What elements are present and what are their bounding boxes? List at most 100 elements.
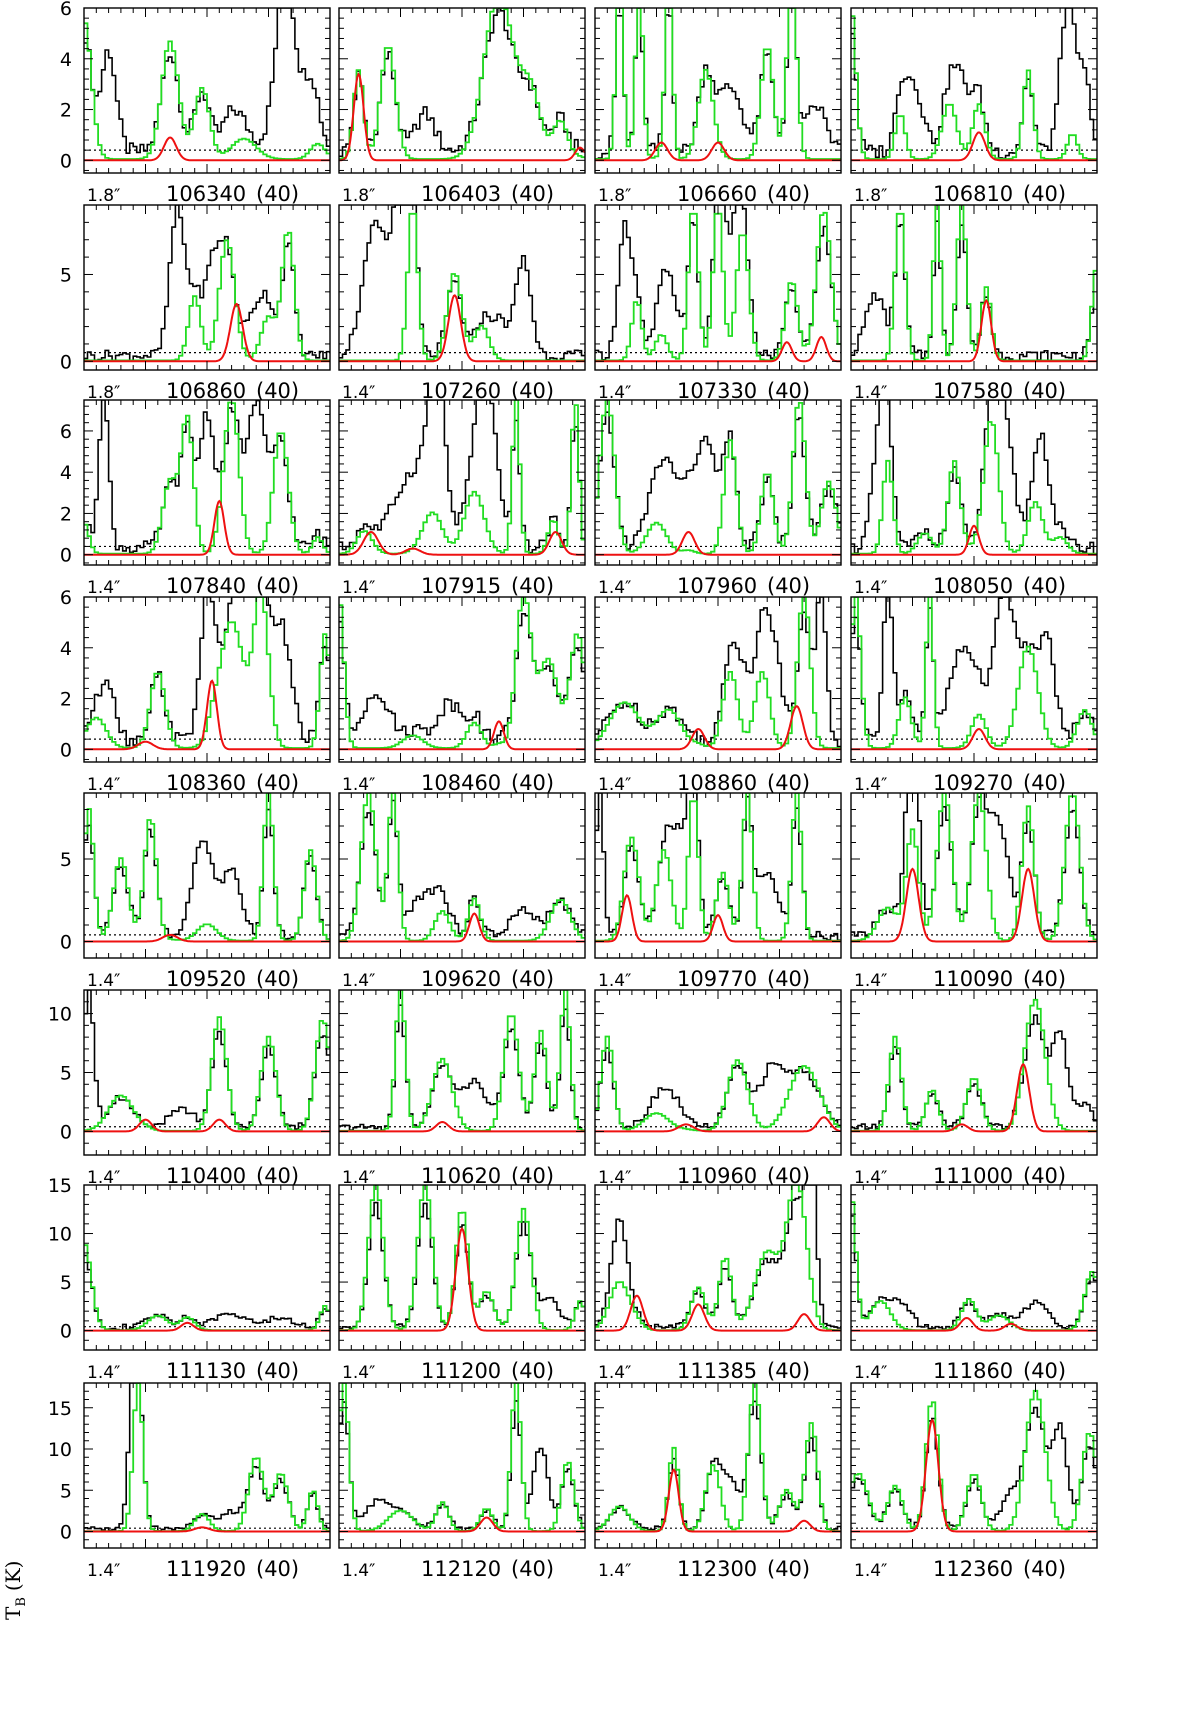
model-species-spectrum [851,524,1097,556]
panel-beam-label: 1.4″ [854,775,887,795]
panel-plot-area [595,205,841,363]
panel-width-label: (40) [767,1359,810,1383]
panel-plot-area [851,1201,1097,1332]
model-species-spectrum [851,727,1097,751]
panel-width-label: (40) [511,1359,554,1383]
panel-beam-label: 1.4″ [598,1561,631,1581]
panel-beam-label: 1.4″ [854,1561,887,1581]
panel-width-label: (40) [256,1359,299,1383]
y-tick-label: 10 [48,1224,72,1246]
model-total-spectrum [84,1016,330,1132]
panel-frequency-label: 112360 [933,1557,1013,1581]
model-species-spectrum [595,1468,841,1533]
panel-width-label: (40) [1023,967,1066,991]
panel-plot-area [595,793,841,943]
panel-width-label: (40) [256,182,299,206]
panel-frame [83,7,331,174]
model-species-spectrum [595,893,841,943]
panel-frequency-label: 110960 [677,1164,757,1188]
panel-width-label: (40) [1023,1557,1066,1581]
panel-frequency-label: 107960 [677,574,757,598]
model-species-spectrum [851,131,1097,162]
panel-frame [850,596,1098,763]
y-tick-label: 6 [60,0,72,20]
panel-plot-area [84,990,330,1133]
panel-frequency-label: 112120 [421,1557,501,1581]
y-tick-label: 0 [60,545,72,567]
panel-frame [850,1382,1098,1549]
model-species-spectrum [339,720,585,751]
observed-spectrum [84,205,330,362]
observed-spectrum [84,808,330,940]
spectrum-panel: 1.4″ 111860 (40) [850,1184,1098,1383]
spectrum-panel: 1.4″ 108360 (40) [83,596,331,795]
panel-frequency-label: 109520 [166,967,246,991]
observed-spectrum [851,220,1097,362]
model-species-spectrum [851,867,1097,943]
model-total-spectrum [84,597,330,749]
spectrum-panel: 1.8″ 106810 (40) [850,7,1098,206]
panel-width-label: (40) [511,771,554,795]
panel-beam-label: 1.4″ [598,775,631,795]
panel-frequency-label: 111130 [166,1359,246,1383]
spectrum-panel: 1.8″ 106403 (40) [338,7,586,206]
spectrum-panel: 1.4″ 107260 (40) [338,204,586,403]
spectrum-panel: 1.8″ 106660 (40) [594,7,842,206]
spectrum-panel: 1.4″ 109770 (40) [594,792,842,991]
panel-frequency-label: 108460 [421,771,501,795]
observed-spectrum [851,1215,1097,1330]
spectrum-panel: 1.4″ 108460 (40) [338,596,586,795]
panel-plot-area [84,793,330,943]
observed-spectrum [339,799,585,938]
model-species-spectrum [339,72,585,162]
panel-plot-area [851,205,1097,363]
panel-width-label: (40) [767,379,810,403]
panel-frequency-label: 109270 [933,771,1013,795]
model-total-spectrum [595,8,841,160]
panel-width-label: (40) [767,574,810,598]
spectrum-panel: 1.4″ 110090 (40) [850,792,1098,991]
spectrum-panel: 1.4″ 107960 (40) [594,399,842,598]
observed-spectrum [595,411,841,550]
panel-width-label: (40) [767,771,810,795]
model-species-spectrum [84,499,330,556]
y-tick-label: 2 [60,100,72,122]
spectrum-panel: 1.4″ 111000 (40) [850,989,1098,1188]
panel-width-label: (40) [256,574,299,598]
panel-plot-area [851,8,1097,162]
panel-beam-label: 1.4″ [87,775,120,795]
model-species-spectrum [851,1062,1097,1133]
model-total-spectrum [851,15,1097,160]
y-tick-label: 5 [60,1063,72,1085]
observed-spectrum [595,1400,841,1531]
observed-spectrum [84,597,330,747]
panel-frame [83,399,331,566]
panel-width-label: (40) [511,574,554,598]
panel-frequency-label: 109620 [421,967,501,991]
spectrum-panel: 1.4″ 111920 (40) [83,1382,331,1581]
panel-frequency-label: 109770 [677,967,757,991]
panel-plot-area [84,205,330,363]
panel-frame [338,1382,586,1549]
observed-spectrum [595,205,841,361]
panel-beam-label: 1.4″ [854,578,887,598]
spectrum-panel: 1.4″ 107330 (40) [594,204,842,403]
panel-width-label: (40) [511,1557,554,1581]
model-species-spectrum [339,1516,585,1533]
panel-beam-label: 1.4″ [598,1168,631,1188]
panel-beam-label: 1.4″ [342,578,375,598]
panel-beam-label: 1.4″ [342,1561,375,1581]
spectrum-panel: 1.4″ 110620 (40) [338,989,586,1188]
y-tick-label: 4 [60,462,72,484]
panel-plot-area [339,1185,585,1332]
observed-spectrum [339,205,585,362]
spectrum-panel: 1.4″ 107915 (40) [338,399,586,598]
panel-width-label: (40) [767,1164,810,1188]
panel-plot-area [339,793,585,943]
y-tick-label: 0 [60,932,72,954]
panel-plot-area [595,1035,841,1133]
panel-width-label: (40) [1023,1359,1066,1383]
panel-beam-label: 1.4″ [854,1363,887,1383]
panel-plot-area [595,597,841,751]
